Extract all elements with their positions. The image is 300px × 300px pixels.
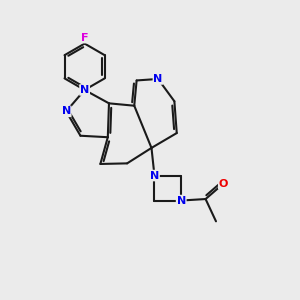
Text: N: N [61,106,71,116]
Text: N: N [153,74,163,84]
Text: O: O [219,178,228,189]
Text: N: N [177,196,186,206]
Text: F: F [81,33,88,43]
Text: N: N [150,171,159,181]
Text: N: N [80,85,89,95]
